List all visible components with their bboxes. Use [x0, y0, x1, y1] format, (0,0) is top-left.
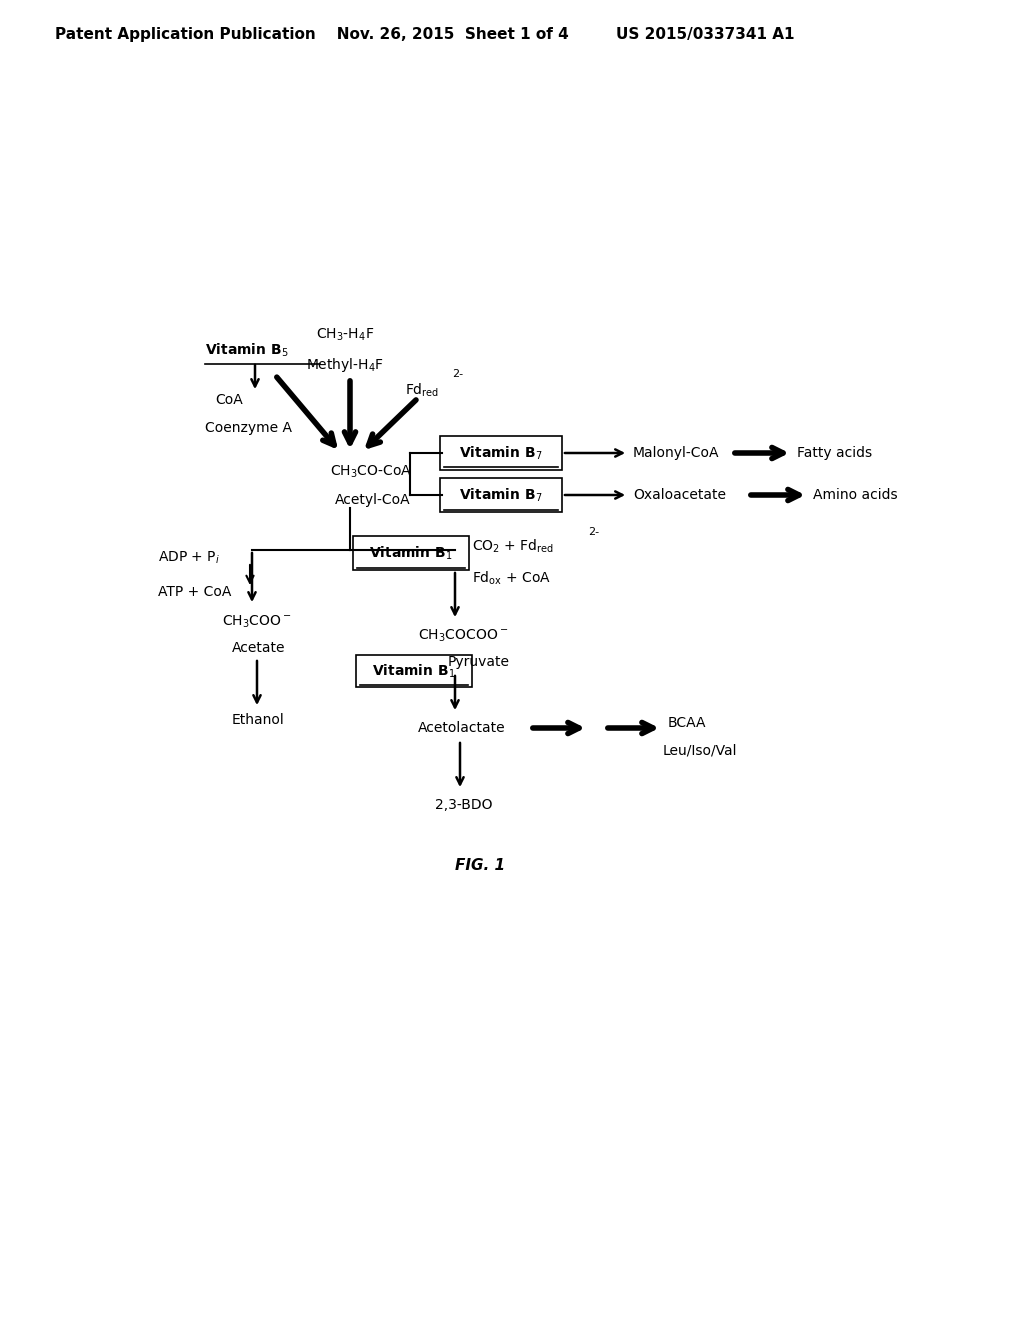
- Text: CH$_3$CO-CoA: CH$_3$CO-CoA: [330, 463, 412, 480]
- FancyBboxPatch shape: [440, 478, 562, 512]
- Text: Vitamin B$_7$: Vitamin B$_7$: [459, 486, 543, 504]
- Text: Methyl-H$_4$F: Methyl-H$_4$F: [306, 356, 384, 374]
- Text: Ethanol: Ethanol: [232, 713, 285, 727]
- Text: Leu/Iso/Val: Leu/Iso/Val: [663, 743, 737, 756]
- Text: ATP + CoA: ATP + CoA: [158, 585, 231, 599]
- Text: Fd$_{\rm red}$: Fd$_{\rm red}$: [406, 381, 439, 399]
- Text: 2-: 2-: [452, 370, 463, 379]
- Text: Malonyl-CoA: Malonyl-CoA: [633, 446, 720, 459]
- Text: CH$_3$COCOO$^-$: CH$_3$COCOO$^-$: [418, 628, 508, 644]
- Text: Acetolactate: Acetolactate: [418, 721, 506, 735]
- Text: CH$_3$COO$^-$: CH$_3$COO$^-$: [222, 614, 292, 630]
- FancyBboxPatch shape: [356, 655, 472, 686]
- Text: Vitamin B$_1$: Vitamin B$_1$: [370, 544, 453, 562]
- Text: Fatty acids: Fatty acids: [797, 446, 872, 459]
- Text: Vitamin B$_5$: Vitamin B$_5$: [205, 342, 289, 359]
- Text: Acetyl-CoA: Acetyl-CoA: [335, 492, 411, 507]
- Text: 2,3-BDO: 2,3-BDO: [435, 799, 493, 812]
- Text: Amino acids: Amino acids: [813, 488, 898, 502]
- Text: BCAA: BCAA: [668, 715, 707, 730]
- Text: Fd$_{\rm ox}$ + CoA: Fd$_{\rm ox}$ + CoA: [472, 569, 551, 586]
- Text: CO$_2$ + Fd$_{\rm red}$: CO$_2$ + Fd$_{\rm red}$: [472, 537, 554, 554]
- Text: ADP + P$_i$: ADP + P$_i$: [158, 550, 220, 566]
- FancyBboxPatch shape: [440, 436, 562, 470]
- Text: Patent Application Publication    Nov. 26, 2015  Sheet 1 of 4         US 2015/03: Patent Application Publication Nov. 26, …: [55, 28, 795, 42]
- FancyBboxPatch shape: [353, 536, 469, 570]
- Text: Pyruvate: Pyruvate: [449, 655, 510, 669]
- Text: 2-: 2-: [588, 527, 599, 537]
- Text: CoA: CoA: [215, 393, 243, 407]
- Text: Coenzyme A: Coenzyme A: [205, 421, 292, 436]
- Text: Acetate: Acetate: [232, 642, 286, 655]
- Text: CH$_3$-H$_4$F: CH$_3$-H$_4$F: [316, 327, 374, 343]
- Text: Oxaloacetate: Oxaloacetate: [633, 488, 726, 502]
- Text: FIG. 1: FIG. 1: [455, 858, 505, 873]
- Text: Vitamin B$_7$: Vitamin B$_7$: [459, 445, 543, 462]
- Text: Vitamin B$_1$: Vitamin B$_1$: [373, 663, 456, 680]
